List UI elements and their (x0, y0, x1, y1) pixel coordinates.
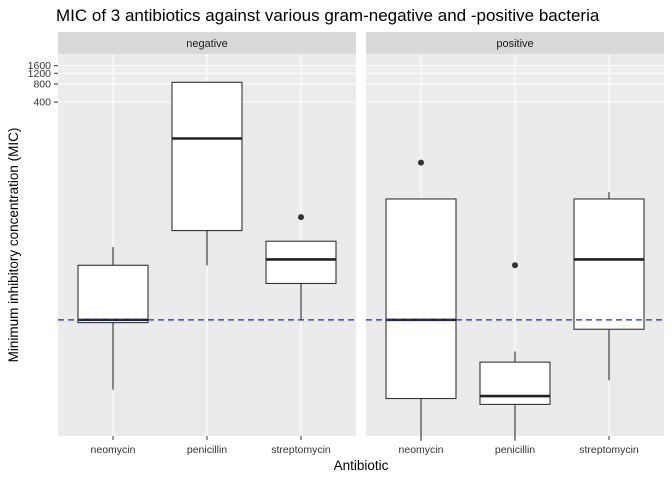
x-tick-label: streptomycin (271, 444, 331, 456)
box-body (171, 81, 243, 232)
x-axis-title: Antibiotic (334, 458, 389, 473)
box-outlier (298, 214, 304, 221)
box-outlier (512, 262, 518, 269)
x-axis: neomycin penicillin streptomycin neomycin pe… (91, 436, 639, 456)
y-tick-label: 800 (33, 78, 51, 90)
facet-strip-label-negative: negative (186, 38, 228, 50)
x-tick-label: penicillin (187, 444, 227, 456)
y-axis-title: Minimum inhibitory concentration (MIC) (6, 128, 21, 363)
y-tick-label: 1200 (28, 68, 52, 80)
facet-strip-label-positive: positive (496, 38, 533, 50)
box-body (265, 240, 337, 285)
facet-strip-positive (366, 32, 664, 54)
x-tick-label: penicillin (495, 444, 535, 456)
facet-strip-negative (58, 32, 356, 54)
x-tick-label: streptomycin (579, 444, 639, 456)
y-tick-label: 1600 (28, 60, 52, 72)
box-body (385, 198, 457, 400)
box-body (573, 198, 645, 330)
box-body (479, 361, 551, 405)
chart-title: MIC of 3 antibiotics against various gra… (56, 6, 600, 25)
facet-negative: negative (58, 32, 356, 436)
boxes-negative (77, 81, 337, 390)
x-tick-label: neomycin (399, 444, 444, 456)
boxes-positive (385, 159, 645, 441)
y-tick-label: 400 (33, 97, 51, 109)
x-tick-label: neomycin (91, 444, 136, 456)
facet-positive: positive (366, 32, 664, 441)
box-body (77, 264, 149, 324)
box-outlier (418, 159, 424, 166)
